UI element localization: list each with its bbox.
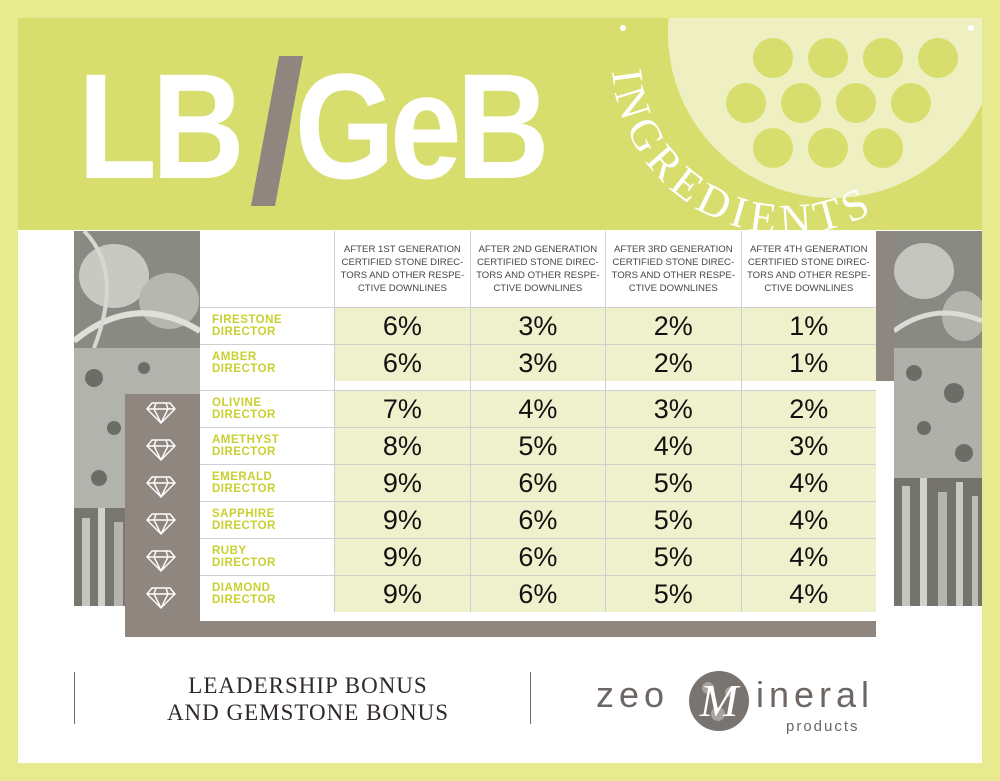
bonus-value: 3% <box>469 344 606 381</box>
gem-icon <box>146 402 176 424</box>
bonus-value: 6% <box>469 538 606 576</box>
bonus-value: 2% <box>740 390 876 428</box>
bonus-value: 9% <box>334 538 471 576</box>
footer-divider-left <box>74 672 75 724</box>
page-title: LB GeB <box>78 46 550 206</box>
bonus-value: 4% <box>740 501 876 539</box>
rank-name: OLIVINE DIRECTOR <box>200 390 335 428</box>
bonus-value: 5% <box>605 575 742 612</box>
bonus-value: 9% <box>334 575 471 612</box>
badge-text: INGREDIENTS <box>602 66 876 230</box>
table-row: EMERALD DIRECTOR 9% 6% 5% 4% <box>200 464 876 502</box>
footer-divider-mid <box>530 672 531 724</box>
accent-bar-bottom <box>125 621 876 637</box>
rank-name: EMERALD DIRECTOR <box>200 464 335 502</box>
column-header: AFTER 1ST GENERATION CERTIFIED STONE DIR… <box>334 231 471 308</box>
bonus-value: 5% <box>605 501 742 539</box>
bonus-value: 6% <box>334 307 471 345</box>
mineral-photo-right-mid <box>894 348 982 478</box>
rank-name: SAPPHIRE DIRECTOR <box>200 501 335 539</box>
title-banner: INGREDIENTS LB GeB <box>18 18 982 230</box>
bonus-value: 8% <box>334 427 471 465</box>
gem-icon <box>146 513 176 535</box>
bonus-value: 9% <box>334 464 471 502</box>
gem-icon <box>146 476 176 498</box>
bonus-value: 6% <box>469 501 606 539</box>
bonus-value: 5% <box>605 538 742 576</box>
mineral-photo-right-bottom <box>894 478 982 606</box>
footer-line-1: LEADERSHIP BONUS <box>188 673 428 698</box>
table-row: FIRESTONE DIRECTOR 6% 3% 2% 1% <box>200 307 876 345</box>
svg-text:INGREDIENTS: INGREDIENTS <box>602 66 882 230</box>
bonus-value: 6% <box>334 344 471 381</box>
bonus-value: 7% <box>334 390 471 428</box>
mineral-photo-right-top <box>894 231 982 348</box>
title-right: GeB <box>294 42 550 210</box>
mineral-photo-left-top <box>74 231 200 348</box>
bonus-value: 2% <box>605 307 742 345</box>
table-row: DIAMOND DIRECTOR 9% 6% 5% 4% <box>200 575 876 612</box>
bonus-value: 4% <box>740 538 876 576</box>
table-row: AMETHYST DIRECTOR 8% 5% 4% 3% <box>200 427 876 465</box>
title-left: LB <box>78 42 245 210</box>
table-row: RUBY DIRECTOR 9% 6% 5% 4% <box>200 538 876 576</box>
bonus-value: 5% <box>605 464 742 502</box>
brand-logo: zeo M ineral products <box>596 670 936 750</box>
bonus-value: 3% <box>605 390 742 428</box>
bonus-value: 4% <box>605 427 742 465</box>
logo-subtitle: products <box>786 718 860 735</box>
gem-icon <box>146 550 176 572</box>
table-row: OLIVINE DIRECTOR 7% 4% 3% 2% <box>200 390 876 428</box>
rank-name: DIAMOND DIRECTOR <box>200 575 335 612</box>
bonus-value: 3% <box>740 427 876 465</box>
bonus-value: 6% <box>469 464 606 502</box>
table-row: SAPPHIRE DIRECTOR 9% 6% 5% 4% <box>200 501 876 539</box>
bonus-value: 3% <box>469 307 606 345</box>
rank-name: FIRESTONE DIRECTOR <box>200 307 335 345</box>
table-row: AMBER DIRECTOR 6% 3% 2% 1% <box>200 344 876 381</box>
table-gap <box>200 381 876 391</box>
column-header: AFTER 3RD GENERATION CERTIFIED STONE DIR… <box>605 231 742 308</box>
bonus-value: 4% <box>740 464 876 502</box>
bonus-value: 6% <box>469 575 606 612</box>
bonus-value: 1% <box>740 307 876 345</box>
ingredients-badge: INGREDIENTS <box>602 25 974 230</box>
svg-text:M: M <box>699 675 741 726</box>
rank-name: AMETHYST DIRECTOR <box>200 427 335 465</box>
footer-line-2: AND GEMSTONE BONUS <box>166 700 450 725</box>
accent-bar-left-lower <box>125 394 200 637</box>
bonus-value: 4% <box>740 575 876 612</box>
rank-name: RUBY DIRECTOR <box>200 538 335 576</box>
bonus-value: 1% <box>740 344 876 381</box>
logo-text-left: zeo <box>596 674 670 715</box>
bonus-value: 2% <box>605 344 742 381</box>
column-header: AFTER 2ND GENERATION CERTIFIED STONE DIR… <box>469 231 606 308</box>
title-slash <box>251 56 303 206</box>
rank-name: AMBER DIRECTOR <box>200 344 335 381</box>
logo-m-emblem: M <box>689 671 749 731</box>
bonus-value: 5% <box>469 427 606 465</box>
column-header: AFTER 4TH GENERATION CERTIFIED STONE DIR… <box>740 231 876 308</box>
bonus-value: 4% <box>469 390 606 428</box>
gem-icon <box>146 587 176 609</box>
gem-icon <box>146 439 176 461</box>
poster-frame: INGREDIENTS LB GeB <box>18 18 982 763</box>
bonus-table: AFTER 1ST GENERATION CERTIFIED STONE DIR… <box>200 231 876 612</box>
accent-bar-right-upper <box>876 231 894 381</box>
bonus-value: 9% <box>334 501 471 539</box>
table-header-row: AFTER 1ST GENERATION CERTIFIED STONE DIR… <box>200 231 876 308</box>
logo-text-right: ineral <box>756 674 875 715</box>
footer-title: LEADERSHIP BONUS AND GEMSTONE BONUS <box>128 672 488 726</box>
